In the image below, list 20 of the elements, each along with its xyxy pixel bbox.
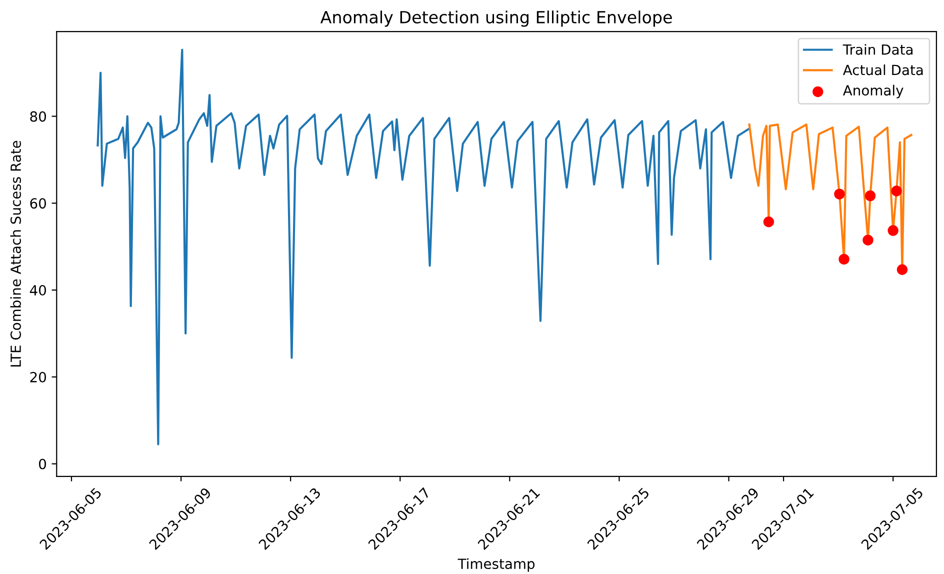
- point: [896, 264, 908, 275]
- point: [834, 188, 845, 200]
- chart-title: Anomaly Detection using Elliptic Envelope: [320, 10, 672, 27]
- x-axis-title: Timestamp: [458, 558, 535, 572]
- point: [763, 216, 774, 228]
- point: [891, 186, 902, 196]
- point: [838, 254, 850, 265]
- legend-label: Actual Data: [842, 64, 923, 76]
- y-tick-label: 0: [38, 458, 46, 470]
- point: [864, 190, 876, 202]
- legend-label: Train Data: [842, 44, 912, 55]
- y-tick-label: 20: [30, 372, 46, 382]
- line-series: [96, 48, 750, 446]
- point: [888, 225, 898, 236]
- point: [862, 234, 874, 246]
- y-axis-title: LTE Combine Attach Sucess Rate: [10, 140, 21, 366]
- legend-label: Anomaly: [842, 84, 904, 98]
- y-tick-label: 60: [30, 198, 46, 209]
- y-tick-label: 80: [30, 111, 46, 122]
- y-tick-label: 40: [30, 285, 46, 296]
